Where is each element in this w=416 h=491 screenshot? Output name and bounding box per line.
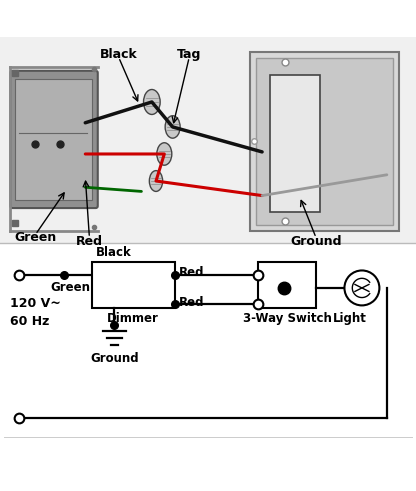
Text: Dimmer: Dimmer <box>107 312 159 325</box>
Bar <box>92 262 175 308</box>
Bar <box>256 58 393 225</box>
Bar <box>270 75 320 212</box>
Text: 3-Way Switch: 3-Way Switch <box>243 312 332 325</box>
Ellipse shape <box>149 170 163 191</box>
Text: Red: Red <box>76 235 103 248</box>
Ellipse shape <box>157 143 172 165</box>
Bar <box>0 37 416 244</box>
FancyBboxPatch shape <box>10 71 98 208</box>
Text: Red: Red <box>179 266 204 279</box>
Text: Ground: Ground <box>90 352 139 365</box>
Text: Black: Black <box>96 246 131 259</box>
Text: Light: Light <box>332 312 366 325</box>
Ellipse shape <box>165 116 180 138</box>
Text: Green: Green <box>51 280 91 294</box>
Ellipse shape <box>144 89 160 114</box>
Circle shape <box>344 271 379 305</box>
Bar <box>15 79 92 200</box>
Text: Red: Red <box>179 297 204 309</box>
Text: Black: Black <box>100 48 137 61</box>
Text: Ground: Ground <box>290 235 342 248</box>
Text: Green: Green <box>14 231 57 244</box>
Bar <box>258 262 316 308</box>
Text: Tag: Tag <box>177 48 201 61</box>
Text: 120 V~
60 Hz: 120 V~ 60 Hz <box>10 297 61 327</box>
Bar <box>250 52 399 231</box>
